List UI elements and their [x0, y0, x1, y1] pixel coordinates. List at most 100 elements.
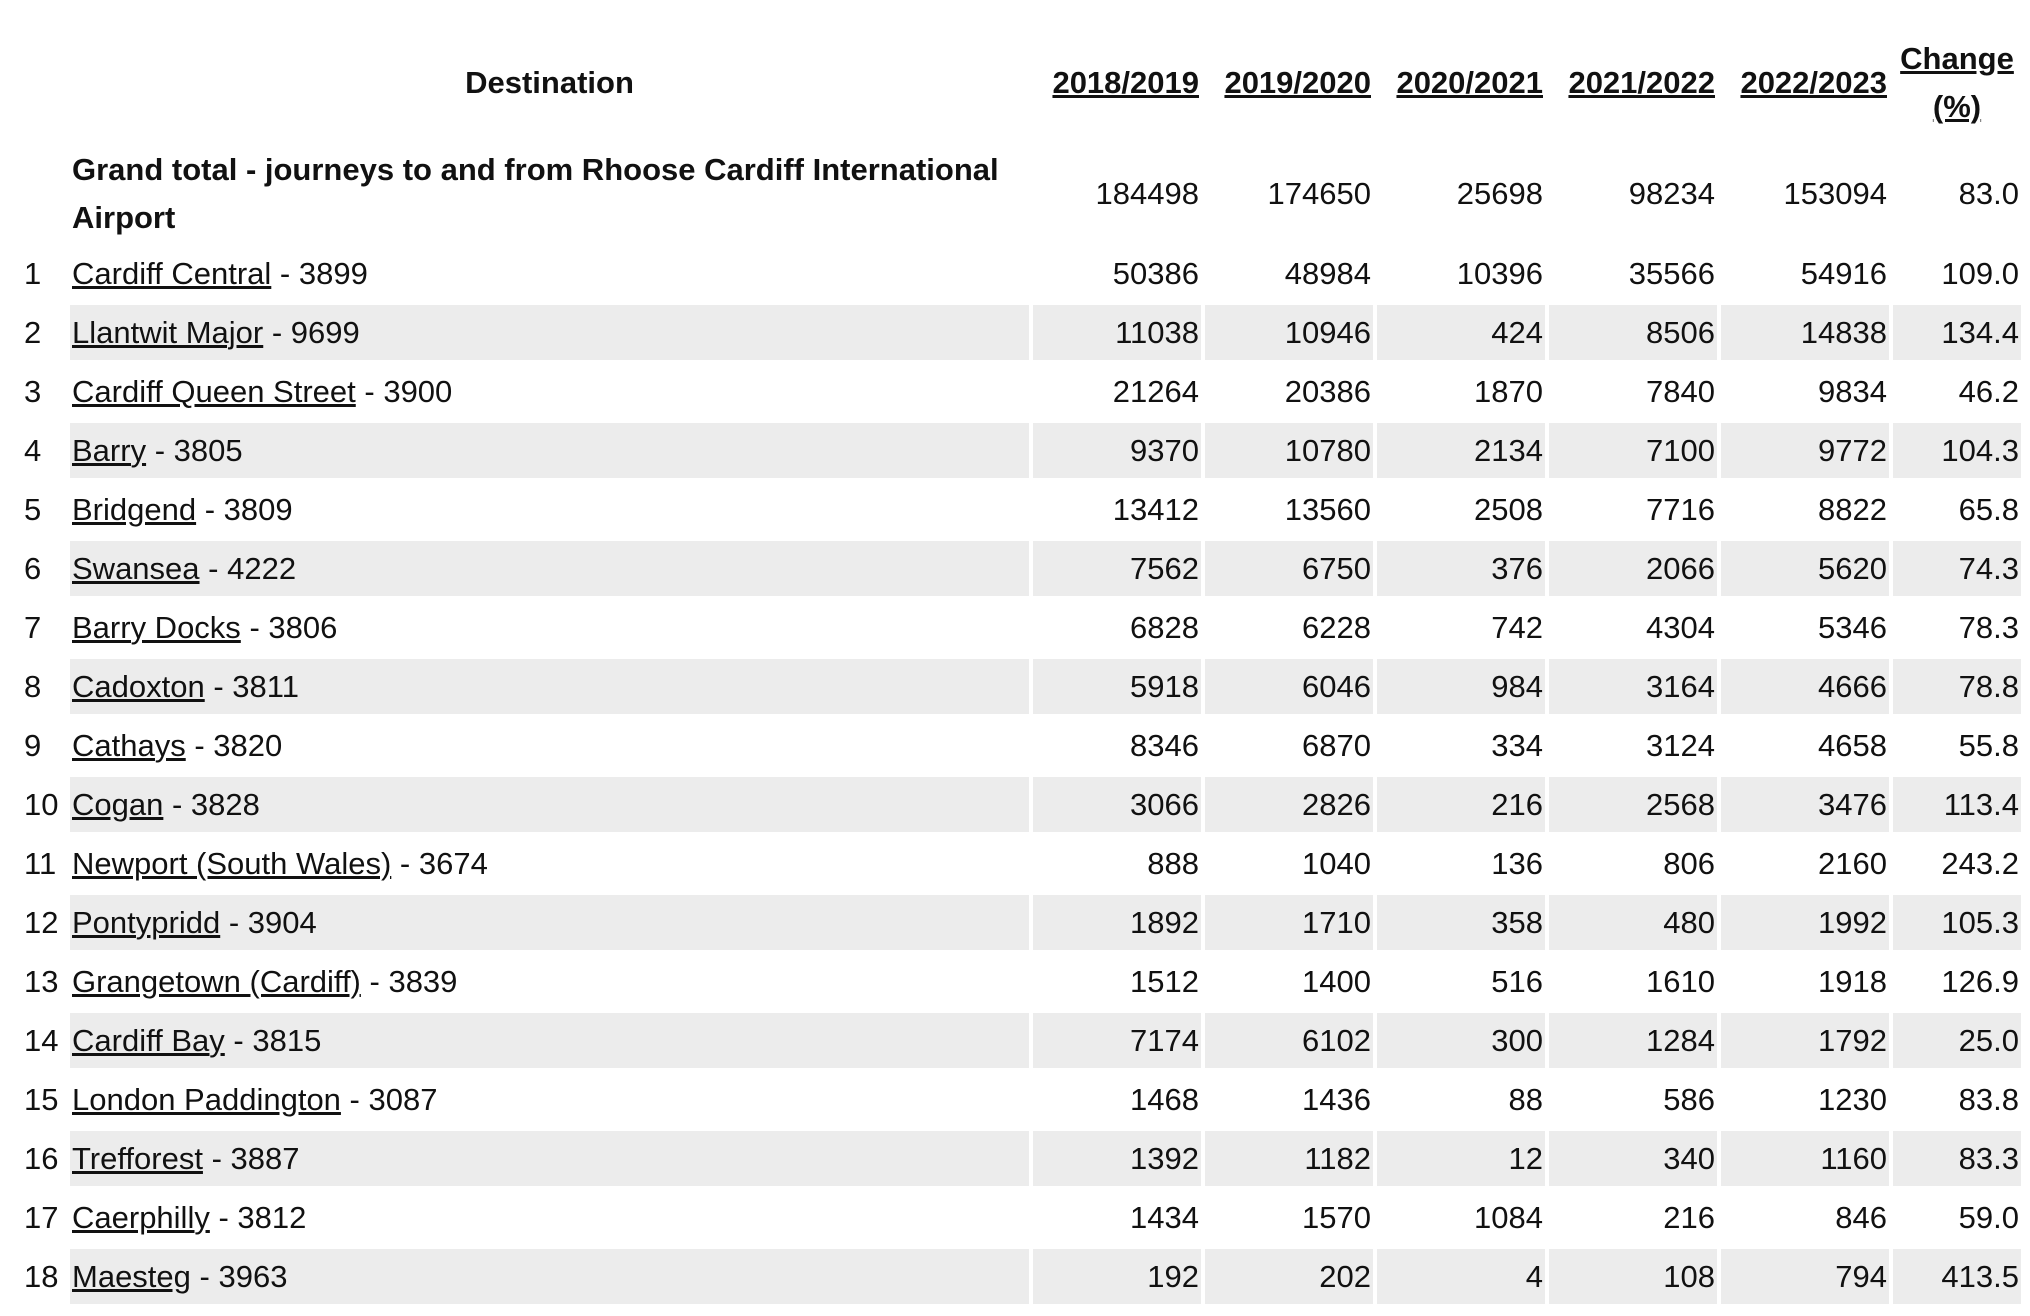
station-link[interactable]: London Paddington — [72, 1081, 341, 1117]
value-cell: 984 — [1377, 659, 1545, 714]
value-cell: 340 — [1549, 1131, 1717, 1186]
rank-cell: 15 — [24, 1081, 59, 1117]
station-link[interactable]: Cathays — [72, 727, 186, 763]
value-cell: 7840 — [1646, 373, 1715, 409]
value-cell: 376 — [1377, 541, 1545, 596]
value-cell: 174650 — [1267, 176, 1371, 211]
value-cell: 9834 — [1818, 373, 1887, 409]
station-link[interactable]: Llantwit Major — [72, 314, 264, 350]
value-cell: 10780 — [1205, 423, 1373, 478]
station-code: - 3887 — [211, 1140, 300, 1176]
destination-cell: Pontypridd - 3904 — [70, 895, 1029, 950]
station-link[interactable]: Bridgend — [72, 491, 197, 527]
value-cell: 6046 — [1205, 659, 1373, 714]
destination-cell: Caerphilly - 3812 — [70, 1190, 1029, 1245]
value-cell: 3066 — [1033, 777, 1201, 832]
value-cell: 2568 — [1549, 777, 1717, 832]
destination-cell: Cathays - 3820 — [70, 718, 1029, 773]
value-cell: 21264 — [1112, 373, 1199, 409]
value-cell: 1084 — [1474, 1199, 1543, 1235]
destination-cell: Cardiff Bay - 3815 — [70, 1013, 1029, 1068]
value-cell: 6228 — [1302, 609, 1371, 645]
destination-cell: Barry Docks - 3806 — [70, 600, 1029, 655]
destination-cell: Cogan - 3828 — [70, 777, 1029, 832]
value-cell: 358 — [1377, 895, 1545, 950]
destination-cell: Newport (South Wales) - 3674 — [70, 836, 1029, 891]
data-row: 18 Maesteg - 3963 192 202 4 108 794 413.5 — [22, 1249, 2021, 1304]
station-code: - 3899 — [279, 255, 368, 291]
column-header: 2022/2023 — [1740, 65, 1887, 100]
station-link[interactable]: Barry Docks — [72, 609, 241, 645]
value-cell: 202 — [1205, 1249, 1373, 1304]
data-row: 9 Cathays - 3820 8346 6870 334 3124 4658 55.8 — [22, 718, 2021, 773]
station-link[interactable]: Swansea — [72, 550, 200, 586]
value-cell: 806 — [1663, 845, 1715, 881]
station-link[interactable]: Grangetown (Cardiff) — [72, 963, 361, 999]
value-cell: 3476 — [1721, 777, 1889, 832]
data-row: 10 Cogan - 3828 3066 2826 216 2568 3476 113.4 — [22, 777, 2021, 832]
destination-cell: Barry - 3805 — [70, 423, 1029, 478]
station-link[interactable]: Cadoxton — [72, 668, 205, 704]
rank-cell: 11 — [24, 845, 57, 881]
rank-cell: 17 — [24, 1199, 59, 1235]
station-link[interactable]: Trefforest — [72, 1140, 203, 1176]
change-cell: 25.0 — [1893, 1013, 2021, 1068]
value-cell: 4 — [1377, 1249, 1545, 1304]
rank-cell: 6 — [24, 550, 42, 586]
change-cell: 55.8 — [1958, 727, 2019, 763]
change-cell: 134.4 — [1893, 305, 2021, 360]
station-link[interactable]: Pontypridd — [72, 904, 221, 940]
change-cell: 126.9 — [1941, 963, 2019, 999]
value-cell: 1436 — [1302, 1081, 1371, 1117]
value-cell: 184498 — [1095, 176, 1199, 211]
value-cell: 2826 — [1205, 777, 1373, 832]
column-header: 2019/2020 — [1224, 65, 1371, 100]
value-cell: 6828 — [1130, 609, 1199, 645]
station-link[interactable]: Newport (South Wales) — [72, 845, 392, 881]
data-row: 3 Cardiff Queen Street - 3900 21264 20386 18… — [22, 364, 2021, 419]
value-cell: 1182 — [1205, 1131, 1373, 1186]
rank-cell: 3 — [24, 373, 42, 409]
destination-cell: Cardiff Queen Street - 3900 — [70, 364, 1029, 419]
destination-cell: Cardiff Central - 3899 — [70, 246, 1029, 301]
value-cell: 480 — [1549, 895, 1717, 950]
station-code: - 3811 — [213, 668, 299, 704]
data-row: 16 Trefforest - 3887 1392 1182 12 340 1160 83.3 — [22, 1131, 2021, 1186]
rank-cell: 10 — [24, 786, 59, 822]
change-cell: 413.5 — [1893, 1249, 2021, 1304]
data-row: 5 Bridgend - 3809 13412 13560 2508 7716 8822 65… — [22, 482, 2021, 537]
station-code: - 3900 — [364, 373, 453, 409]
change-cell: 83.8 — [1958, 1081, 2019, 1117]
station-code: - 3839 — [369, 963, 458, 999]
value-cell: 216 — [1663, 1199, 1715, 1235]
data-row: 15 London Paddington - 3087 1468 1436 88 586 1… — [22, 1072, 2021, 1127]
value-cell: 1570 — [1302, 1199, 1371, 1235]
value-cell: 9370 — [1033, 423, 1201, 478]
data-row: 17 Caerphilly - 3812 1434 1570 1084 216 846 59.… — [22, 1190, 2021, 1245]
station-link[interactable]: Barry — [72, 432, 147, 468]
change-cell: 243.2 — [1941, 845, 2019, 881]
value-cell: 1400 — [1302, 963, 1371, 999]
change-cell: 74.3 — [1893, 541, 2021, 596]
station-link[interactable]: Cardiff Queen Street — [72, 373, 356, 409]
value-cell: 1512 — [1130, 963, 1199, 999]
rank-cell: 18 — [24, 1258, 59, 1294]
data-row: 4 Barry - 3805 9370 10780 2134 7100 9772 104.3 — [22, 423, 2021, 478]
station-link[interactable]: Maesteg — [72, 1258, 191, 1294]
value-cell: 1040 — [1302, 845, 1371, 881]
value-cell: 5620 — [1721, 541, 1889, 596]
column-header: 2020/2021 — [1396, 65, 1543, 100]
value-cell: 13560 — [1284, 491, 1371, 527]
station-code: - 3087 — [349, 1081, 438, 1117]
value-cell: 1160 — [1721, 1131, 1889, 1186]
value-cell: 794 — [1721, 1249, 1889, 1304]
station-link[interactable]: Cardiff Central — [72, 255, 272, 291]
station-link[interactable]: Caerphilly — [72, 1199, 210, 1235]
data-table: Destination 2018/2019 2019/2020 2020/2021 20… — [18, 20, 2025, 1308]
station-link[interactable]: Cardiff Bay — [72, 1022, 225, 1058]
station-link[interactable]: Cogan — [72, 786, 164, 822]
value-cell: 6870 — [1302, 727, 1371, 763]
rank-cell: 9 — [24, 727, 42, 763]
value-cell: 9772 — [1721, 423, 1889, 478]
value-cell: 25698 — [1456, 176, 1543, 211]
